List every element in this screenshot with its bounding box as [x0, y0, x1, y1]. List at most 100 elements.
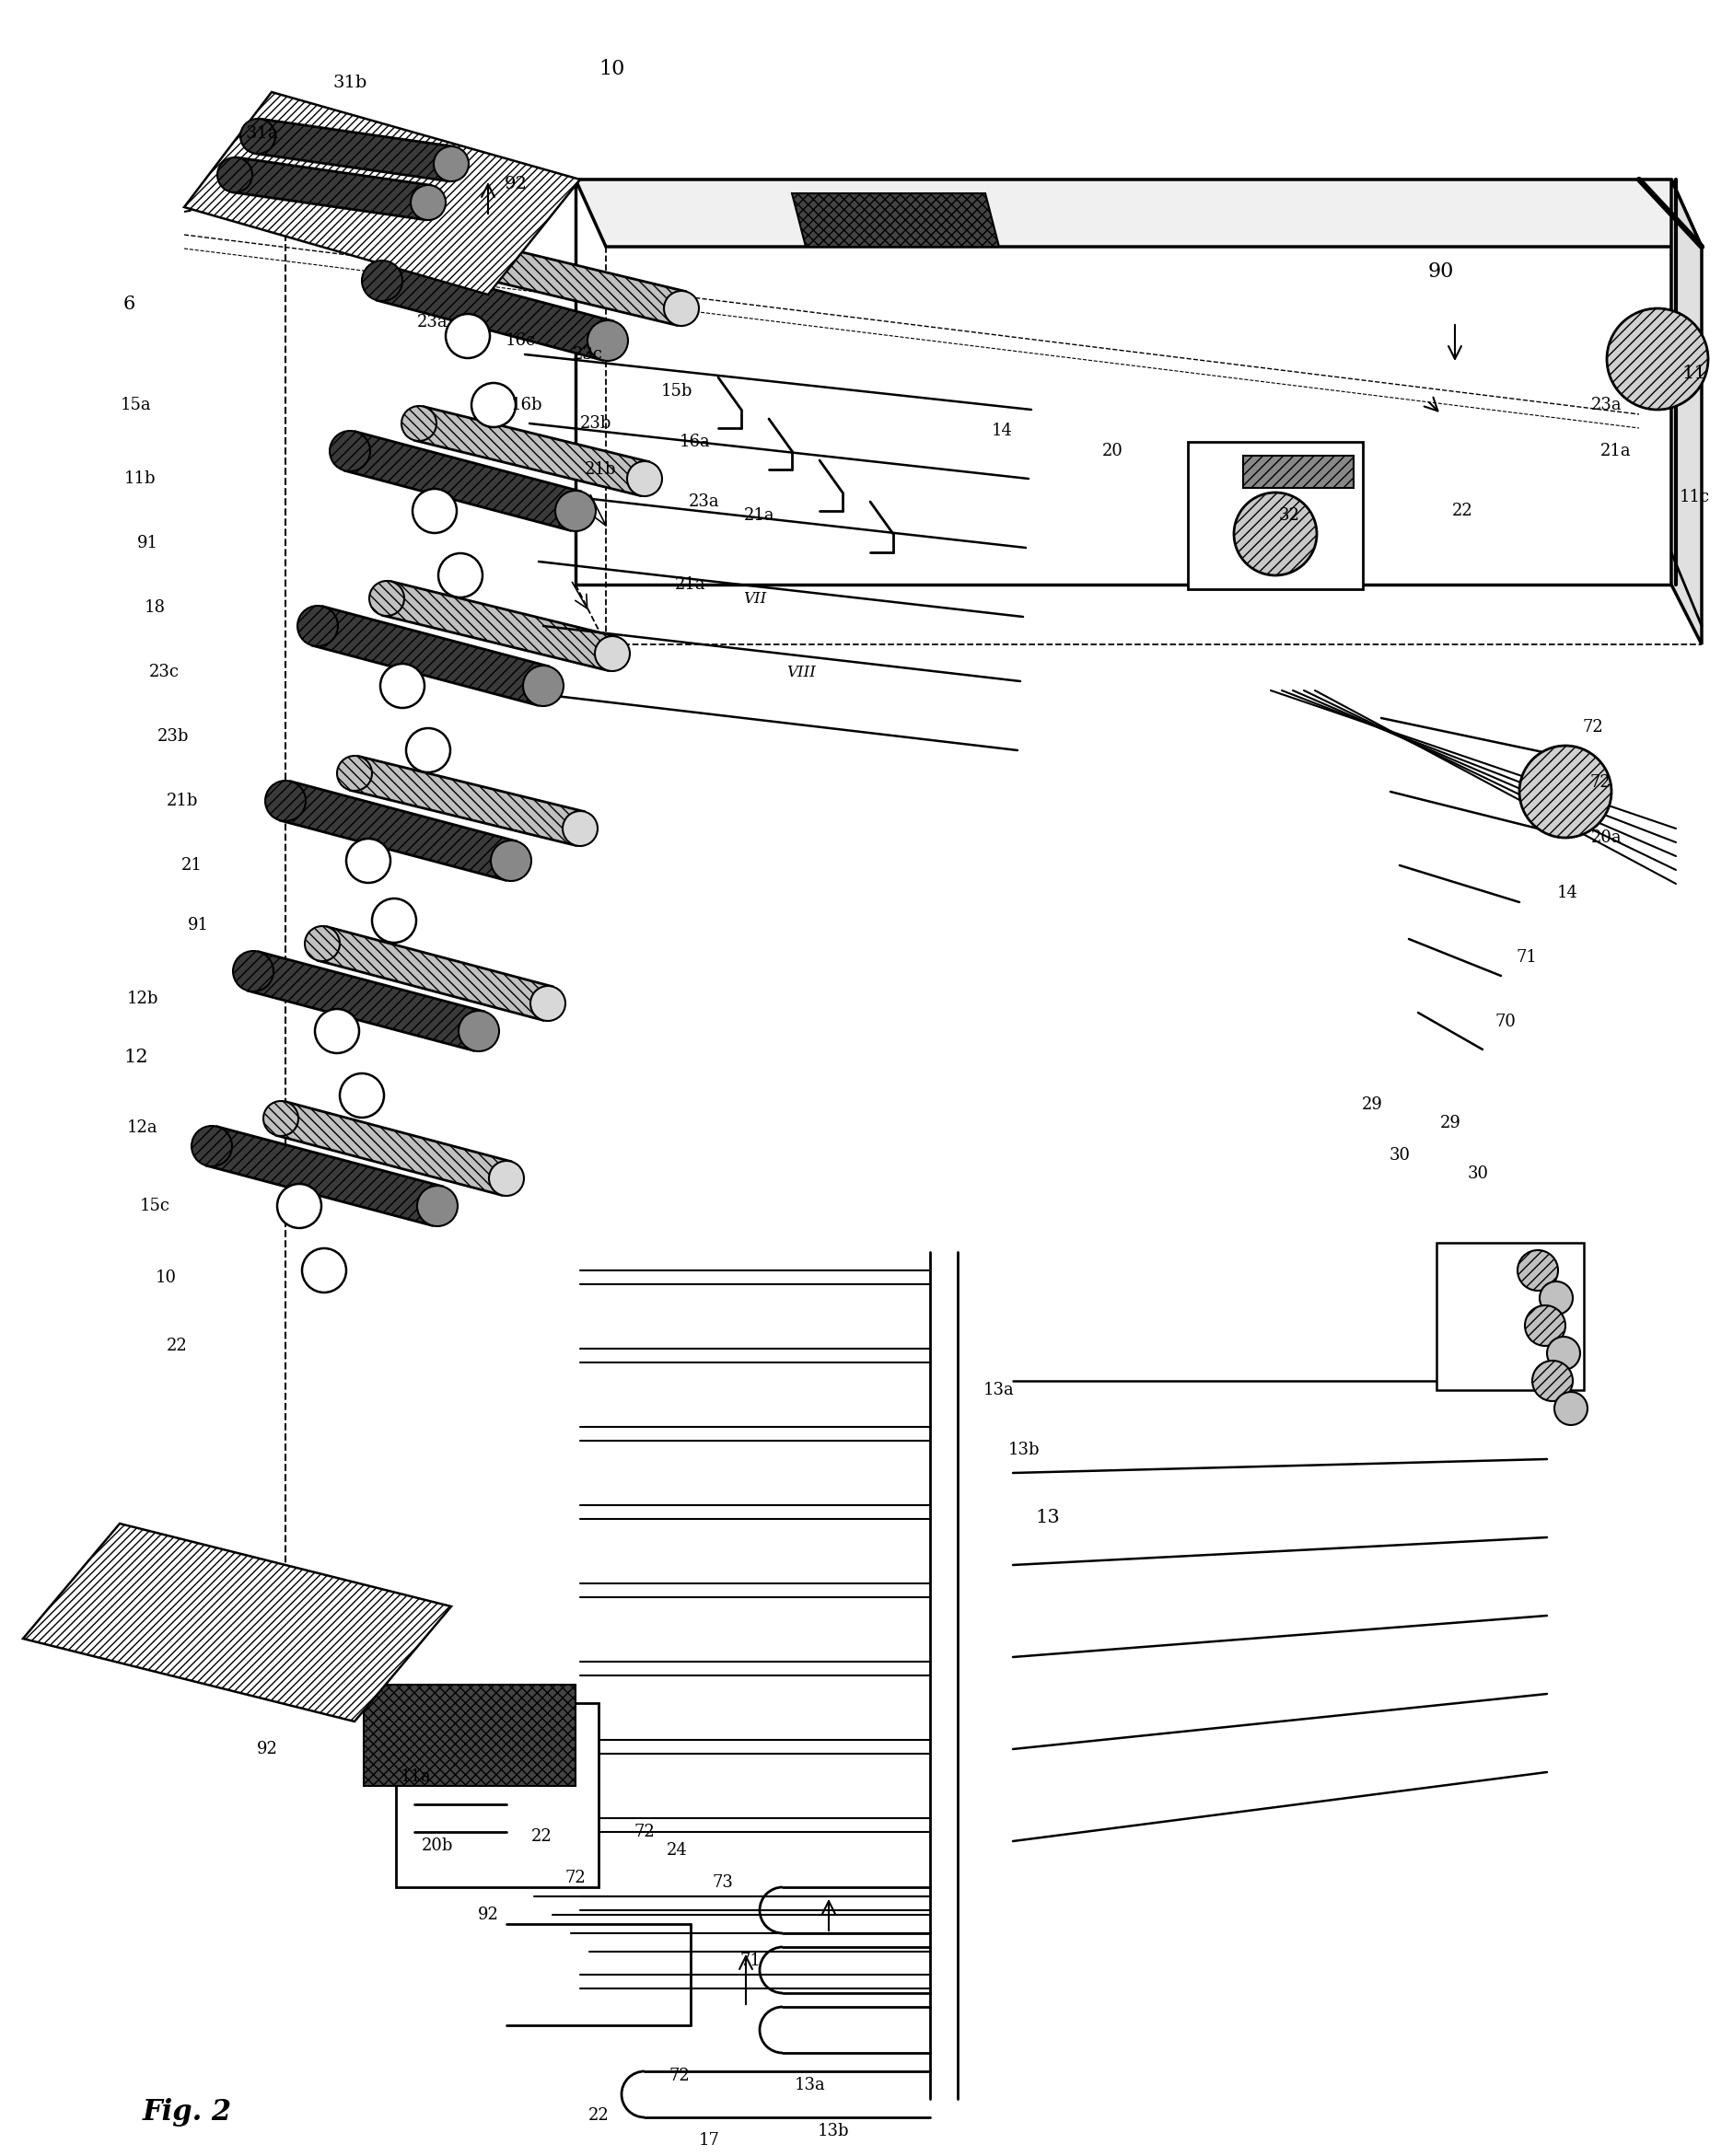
Text: 15c: 15c [139, 1199, 170, 1214]
Circle shape [418, 1186, 458, 1227]
Text: 10: 10 [154, 1270, 177, 1285]
Text: 21a: 21a [743, 507, 775, 524]
Polygon shape [376, 261, 613, 360]
Text: 22: 22 [587, 2106, 608, 2124]
Circle shape [298, 606, 338, 647]
Circle shape [433, 235, 468, 272]
Text: 72: 72 [634, 1824, 655, 1841]
Circle shape [406, 729, 451, 772]
Text: 92: 92 [477, 1906, 499, 1923]
Polygon shape [575, 179, 1671, 584]
Text: 12: 12 [125, 1048, 149, 1065]
Text: 73: 73 [712, 1874, 733, 1891]
Polygon shape [206, 1128, 442, 1225]
Circle shape [555, 492, 596, 530]
Circle shape [402, 405, 437, 442]
Text: 29: 29 [1438, 1115, 1461, 1132]
Text: Fig. 2: Fig. 2 [142, 2098, 232, 2128]
Text: 16c: 16c [504, 332, 535, 349]
Text: 72: 72 [1582, 718, 1603, 735]
Polygon shape [281, 780, 516, 880]
Circle shape [587, 321, 627, 360]
Circle shape [1518, 746, 1610, 839]
Text: 13b: 13b [816, 2124, 849, 2139]
Text: 10: 10 [598, 58, 624, 80]
Text: 21a: 21a [1600, 442, 1631, 459]
Circle shape [1546, 1337, 1579, 1369]
Polygon shape [276, 1102, 511, 1194]
Circle shape [664, 291, 698, 326]
Polygon shape [317, 927, 553, 1020]
Circle shape [217, 157, 253, 192]
Text: 12b: 12b [127, 990, 158, 1007]
Text: 31b: 31b [333, 75, 367, 91]
Polygon shape [248, 951, 484, 1050]
Text: 14: 14 [1556, 884, 1577, 901]
Text: 23c: 23c [572, 347, 603, 362]
Circle shape [336, 757, 373, 791]
Text: 23b: 23b [158, 729, 189, 744]
Polygon shape [414, 407, 648, 496]
Circle shape [433, 147, 468, 181]
Text: 6: 6 [123, 295, 135, 313]
Polygon shape [1671, 179, 1700, 645]
Text: 30: 30 [1388, 1147, 1409, 1164]
Polygon shape [575, 179, 1700, 246]
Text: 11a: 11a [400, 1768, 432, 1785]
Text: 11b: 11b [125, 470, 156, 487]
Circle shape [458, 1011, 499, 1052]
Text: 72: 72 [565, 1869, 586, 1886]
Circle shape [241, 119, 276, 153]
Text: 72: 72 [669, 2068, 690, 2085]
Text: 22: 22 [1451, 502, 1471, 520]
Circle shape [1516, 1250, 1558, 1291]
Circle shape [411, 185, 445, 220]
Text: 23a: 23a [418, 315, 449, 330]
Polygon shape [447, 237, 685, 326]
Text: 20: 20 [1100, 442, 1123, 459]
Circle shape [561, 811, 598, 845]
Circle shape [594, 636, 629, 671]
Text: 90: 90 [1428, 261, 1454, 282]
Text: 15b: 15b [660, 384, 691, 399]
Circle shape [490, 841, 530, 882]
Circle shape [438, 554, 482, 597]
Circle shape [329, 431, 369, 472]
Text: VII: VII [743, 591, 766, 606]
Text: 15a: 15a [121, 397, 153, 414]
Text: 13a: 13a [794, 2076, 825, 2093]
Circle shape [380, 664, 425, 707]
Circle shape [340, 1074, 383, 1117]
Circle shape [530, 985, 565, 1022]
Text: 21a: 21a [674, 576, 705, 593]
Text: VIII: VIII [787, 664, 815, 679]
Circle shape [369, 580, 404, 617]
Text: 31a: 31a [246, 125, 279, 142]
Circle shape [305, 927, 340, 962]
Circle shape [362, 261, 402, 302]
Text: 11: 11 [1681, 364, 1705, 382]
Text: 30: 30 [1466, 1166, 1487, 1181]
Text: 13: 13 [1035, 1509, 1059, 1526]
Text: 21b: 21b [584, 461, 615, 479]
Text: 32: 32 [1277, 507, 1300, 524]
Text: 23b: 23b [579, 416, 612, 431]
Text: 92: 92 [504, 177, 527, 192]
Text: 23c: 23c [149, 664, 178, 681]
Text: 29: 29 [1360, 1097, 1381, 1112]
Text: 13a: 13a [983, 1382, 1014, 1399]
Text: 70: 70 [1494, 1013, 1515, 1031]
Text: 17: 17 [698, 2132, 719, 2150]
Circle shape [627, 461, 662, 496]
Text: 23a: 23a [1591, 397, 1622, 414]
Text: 71: 71 [740, 1953, 761, 1968]
Polygon shape [383, 582, 617, 671]
Text: 13b: 13b [1007, 1442, 1040, 1457]
Circle shape [191, 1125, 232, 1166]
Circle shape [412, 489, 456, 533]
Circle shape [302, 1248, 347, 1291]
Text: 16a: 16a [679, 433, 711, 451]
Circle shape [523, 666, 563, 705]
Circle shape [1234, 492, 1315, 576]
Circle shape [471, 384, 515, 427]
